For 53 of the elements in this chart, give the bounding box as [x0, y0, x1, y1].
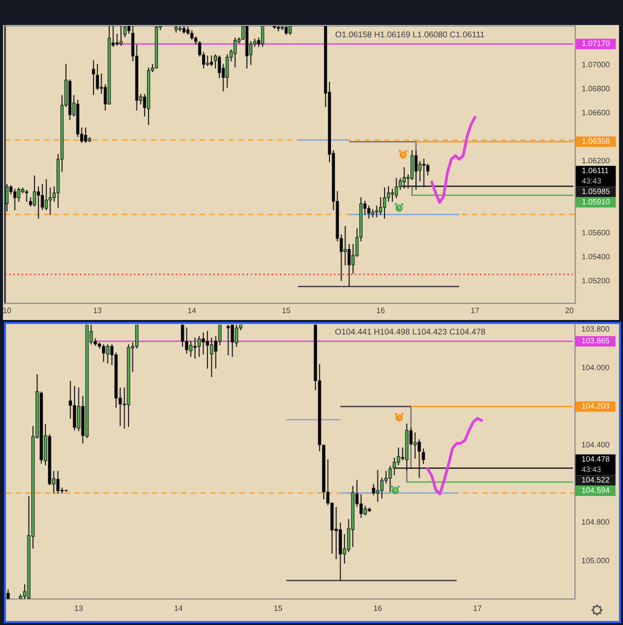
- candlestick: [226, 324, 230, 356]
- candlestick: [210, 338, 214, 377]
- candlestick: [180, 324, 184, 347]
- candlestick: [202, 332, 205, 355]
- candlestick: [72, 386, 76, 430]
- candlestick: [371, 209, 374, 218]
- candlestick: [123, 26, 127, 38]
- candlestick: [382, 188, 386, 219]
- candlestick: [234, 324, 238, 347]
- candlestick: [56, 470, 60, 494]
- candlestick: [106, 344, 110, 364]
- candlestick: [92, 60, 96, 95]
- candlestick: [5, 184, 9, 212]
- candlestick: [96, 64, 99, 90]
- candlestick: [32, 176, 36, 207]
- candlestick: [344, 226, 347, 266]
- candlestick: [185, 327, 188, 354]
- candlestick: [206, 330, 210, 369]
- candlestick: [189, 340, 192, 357]
- candlestick: [234, 37, 237, 68]
- candlestick: [396, 448, 400, 466]
- candlestick: [375, 206, 378, 218]
- candlestick: [261, 26, 264, 47]
- candlestick: [214, 54, 217, 69]
- candlestick: [84, 128, 88, 143]
- candlestick: [379, 197, 382, 215]
- line-series: [430, 116, 476, 204]
- line-series: [426, 416, 483, 496]
- candlestick: [413, 432, 417, 459]
- candlestick: [116, 34, 119, 46]
- candlestick: [119, 26, 123, 46]
- candlestick: [40, 184, 44, 210]
- candlestick: [13, 188, 16, 210]
- candlestick: [36, 186, 40, 219]
- candlestick: [193, 338, 197, 359]
- candlestick: [372, 484, 376, 496]
- chart-title: O104.441 H104.498 L104.423 C104.478: [335, 328, 486, 335]
- candlestick: [376, 470, 380, 502]
- candlestick: [348, 244, 351, 288]
- candlestick: [390, 188, 394, 202]
- candlestick: [210, 55, 214, 66]
- candlestick: [197, 336, 201, 357]
- candlestick: [422, 448, 426, 464]
- candlestick: [230, 324, 234, 357]
- candlestick: [218, 55, 221, 78]
- candlestick: [410, 150, 414, 180]
- candlestick: [334, 506, 338, 560]
- candlestick: [394, 178, 398, 198]
- candlestick: [102, 344, 106, 362]
- candlestick: [135, 324, 138, 349]
- candlestick: [359, 494, 363, 518]
- candlestick: [380, 478, 384, 499]
- text: O1.06158 H1.06169 L1.06080 C1.06111: [336, 31, 484, 38]
